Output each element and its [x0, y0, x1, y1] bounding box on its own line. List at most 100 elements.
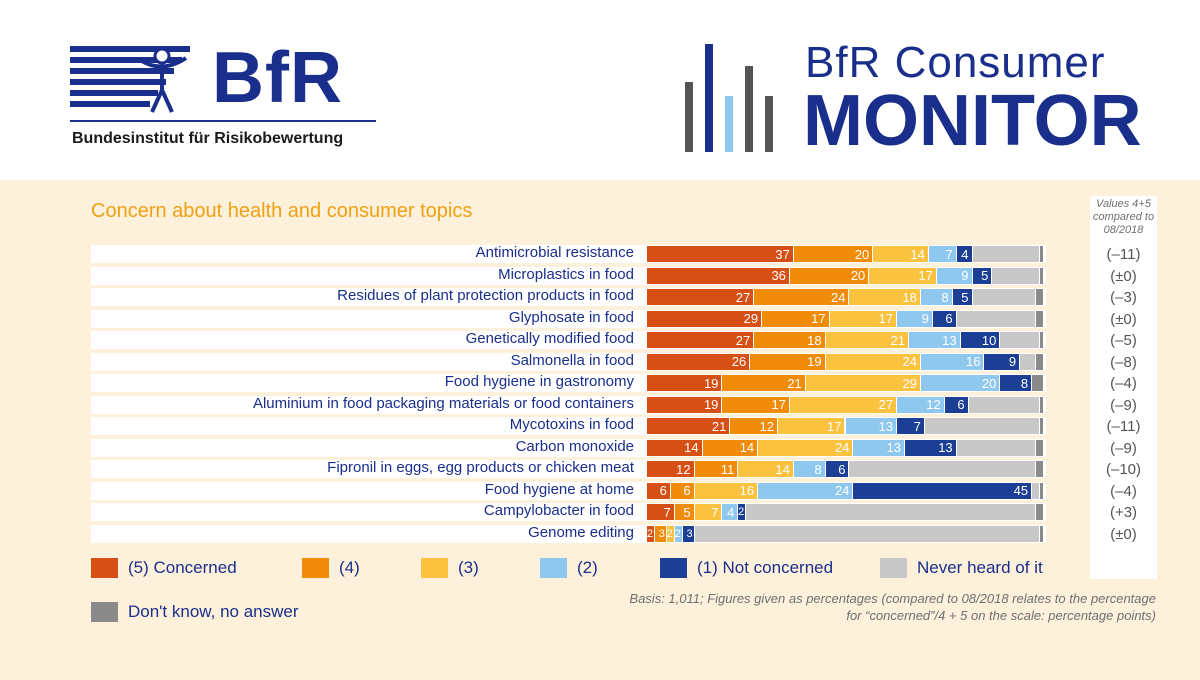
bar-segment: 14 — [647, 439, 702, 456]
bar-value-label: 9 — [961, 268, 969, 283]
bar-segment: 24 — [758, 439, 853, 456]
legend-swatch — [302, 558, 329, 578]
bar-segment: 29 — [647, 310, 762, 327]
bar-segment: 9 — [936, 267, 972, 284]
bar-segment — [1032, 375, 1043, 391]
legend-item: Never heard of it — [880, 558, 1043, 578]
legend-label: Never heard of it — [917, 558, 1043, 577]
bar-value-label: 6 — [683, 483, 691, 498]
page-header: BfR Bundesinstitut für Risikobewertung B… — [0, 0, 1200, 180]
category-label: Antimicrobial resistance — [475, 244, 634, 261]
bar-segment: 21 — [825, 332, 908, 348]
bar-value-label: 17 — [918, 268, 933, 283]
legend-label: Don't know, no answer — [128, 602, 299, 621]
comparison-value: (±0) — [1110, 310, 1137, 328]
legend-item: (4) — [302, 558, 360, 578]
bar-segment: 8 — [920, 289, 952, 305]
bar-segment — [1040, 482, 1043, 499]
bar-value-label: 16 — [739, 483, 755, 498]
bar-segment: 17 — [778, 418, 845, 434]
bar-value-label: 37 — [775, 246, 790, 262]
bar-value-label: 45 — [1013, 483, 1029, 498]
bar-value-label: 17 — [811, 311, 826, 326]
monitor-logo-bars — [685, 44, 780, 152]
bar-segment: 2 — [674, 525, 682, 542]
bar-segment — [746, 504, 1036, 520]
comparison-value: (±0) — [1110, 525, 1137, 543]
bar-value-label: 8 — [1020, 375, 1029, 391]
chart-panel: Concern about health and consumer topics… — [0, 180, 1200, 680]
legend-swatch — [880, 558, 907, 578]
bar-segment: 5 — [972, 267, 992, 284]
bar-segment: 5 — [952, 289, 972, 305]
bar-segment: 26 — [647, 353, 750, 370]
comparison-value: (–3) — [1110, 289, 1137, 306]
bar-segment: 6 — [932, 310, 956, 327]
bar-value-label: 29 — [743, 311, 759, 326]
basis-note: Basis: 1,011; Figures given as percentag… — [629, 591, 1156, 623]
bar-value-label: 2 — [738, 506, 745, 518]
bar-value-label: 27 — [735, 332, 751, 348]
bar-value-label: 8 — [941, 289, 949, 305]
bar-segment: 20 — [920, 375, 1000, 391]
legend-swatch — [91, 602, 118, 622]
bar-value-label: 7 — [945, 246, 953, 262]
bar-value-label: 18 — [807, 332, 822, 348]
bar-value-label: 12 — [926, 397, 941, 412]
legend-swatch — [421, 558, 448, 578]
bar-value-label: 18 — [902, 289, 917, 305]
legend-item: (1) Not concerned — [660, 558, 833, 578]
bar-segment: 7 — [694, 504, 722, 520]
comparison-value: (–8) — [1110, 353, 1137, 371]
bar-segment: 14 — [873, 246, 928, 262]
bar-value-label: 5 — [961, 289, 969, 305]
comparison-value: (–9) — [1110, 439, 1137, 457]
bar-segment — [1040, 332, 1043, 348]
comparison-value: (–11) — [1106, 246, 1141, 263]
bar-value-label: 16 — [965, 354, 981, 369]
bar-segment — [972, 246, 1040, 262]
bar-value-label: 4 — [961, 246, 969, 262]
bar-value-label: 7 — [711, 504, 719, 520]
bar-value-label: 17 — [827, 418, 842, 434]
category-label: Mycotoxins in food — [509, 416, 634, 433]
bar-value-label: 13 — [942, 332, 957, 348]
bar-segment — [924, 418, 1040, 434]
bar-value-label: 20 — [981, 375, 997, 391]
bar-segment — [1036, 461, 1043, 477]
bar-segment: 17 — [762, 310, 829, 327]
bar-segment: 24 — [754, 289, 849, 305]
bar-segment — [956, 310, 1036, 327]
bar-segment: 9 — [897, 310, 932, 327]
bar-value-label: 12 — [759, 418, 774, 434]
bar-value-label: 21 — [890, 332, 905, 348]
bar-segment: 3 — [682, 525, 694, 542]
bar-segment: 14 — [738, 461, 793, 477]
bar-segment: 37 — [647, 246, 793, 262]
bar-segment: 16 — [694, 482, 758, 499]
bar-segment: 11 — [694, 461, 738, 477]
bar-segment: 18 — [849, 289, 920, 305]
bar-value-label: 10 — [981, 332, 997, 348]
bar-value-label: 3 — [686, 527, 693, 540]
bar-value-label: 12 — [676, 461, 691, 477]
bar-value-label: 24 — [834, 440, 850, 455]
bar-segment: 5 — [674, 504, 694, 520]
bar-segment: 13 — [905, 439, 956, 456]
comparison-value: (–10) — [1105, 461, 1142, 478]
bar-segment: 8 — [1000, 375, 1032, 391]
bar-segment: 21 — [647, 418, 730, 434]
bar-value-label: 26 — [731, 354, 747, 369]
category-label: Microplastics in food — [498, 265, 634, 283]
bar-value-label: 5 — [981, 268, 989, 283]
bar-segment — [1040, 267, 1043, 284]
bar-segment: 6 — [825, 461, 849, 477]
bar-segment: 13 — [853, 439, 905, 456]
bar-segment: 24 — [825, 353, 920, 370]
bar-segment — [1036, 504, 1043, 520]
bar-segment: 24 — [758, 482, 853, 499]
bar-value-label: 5 — [683, 504, 691, 520]
comparison-value: (+3) — [1109, 504, 1138, 521]
category-label: Residues of plant protection products in… — [337, 287, 634, 304]
bar-segment: 17 — [829, 310, 897, 327]
